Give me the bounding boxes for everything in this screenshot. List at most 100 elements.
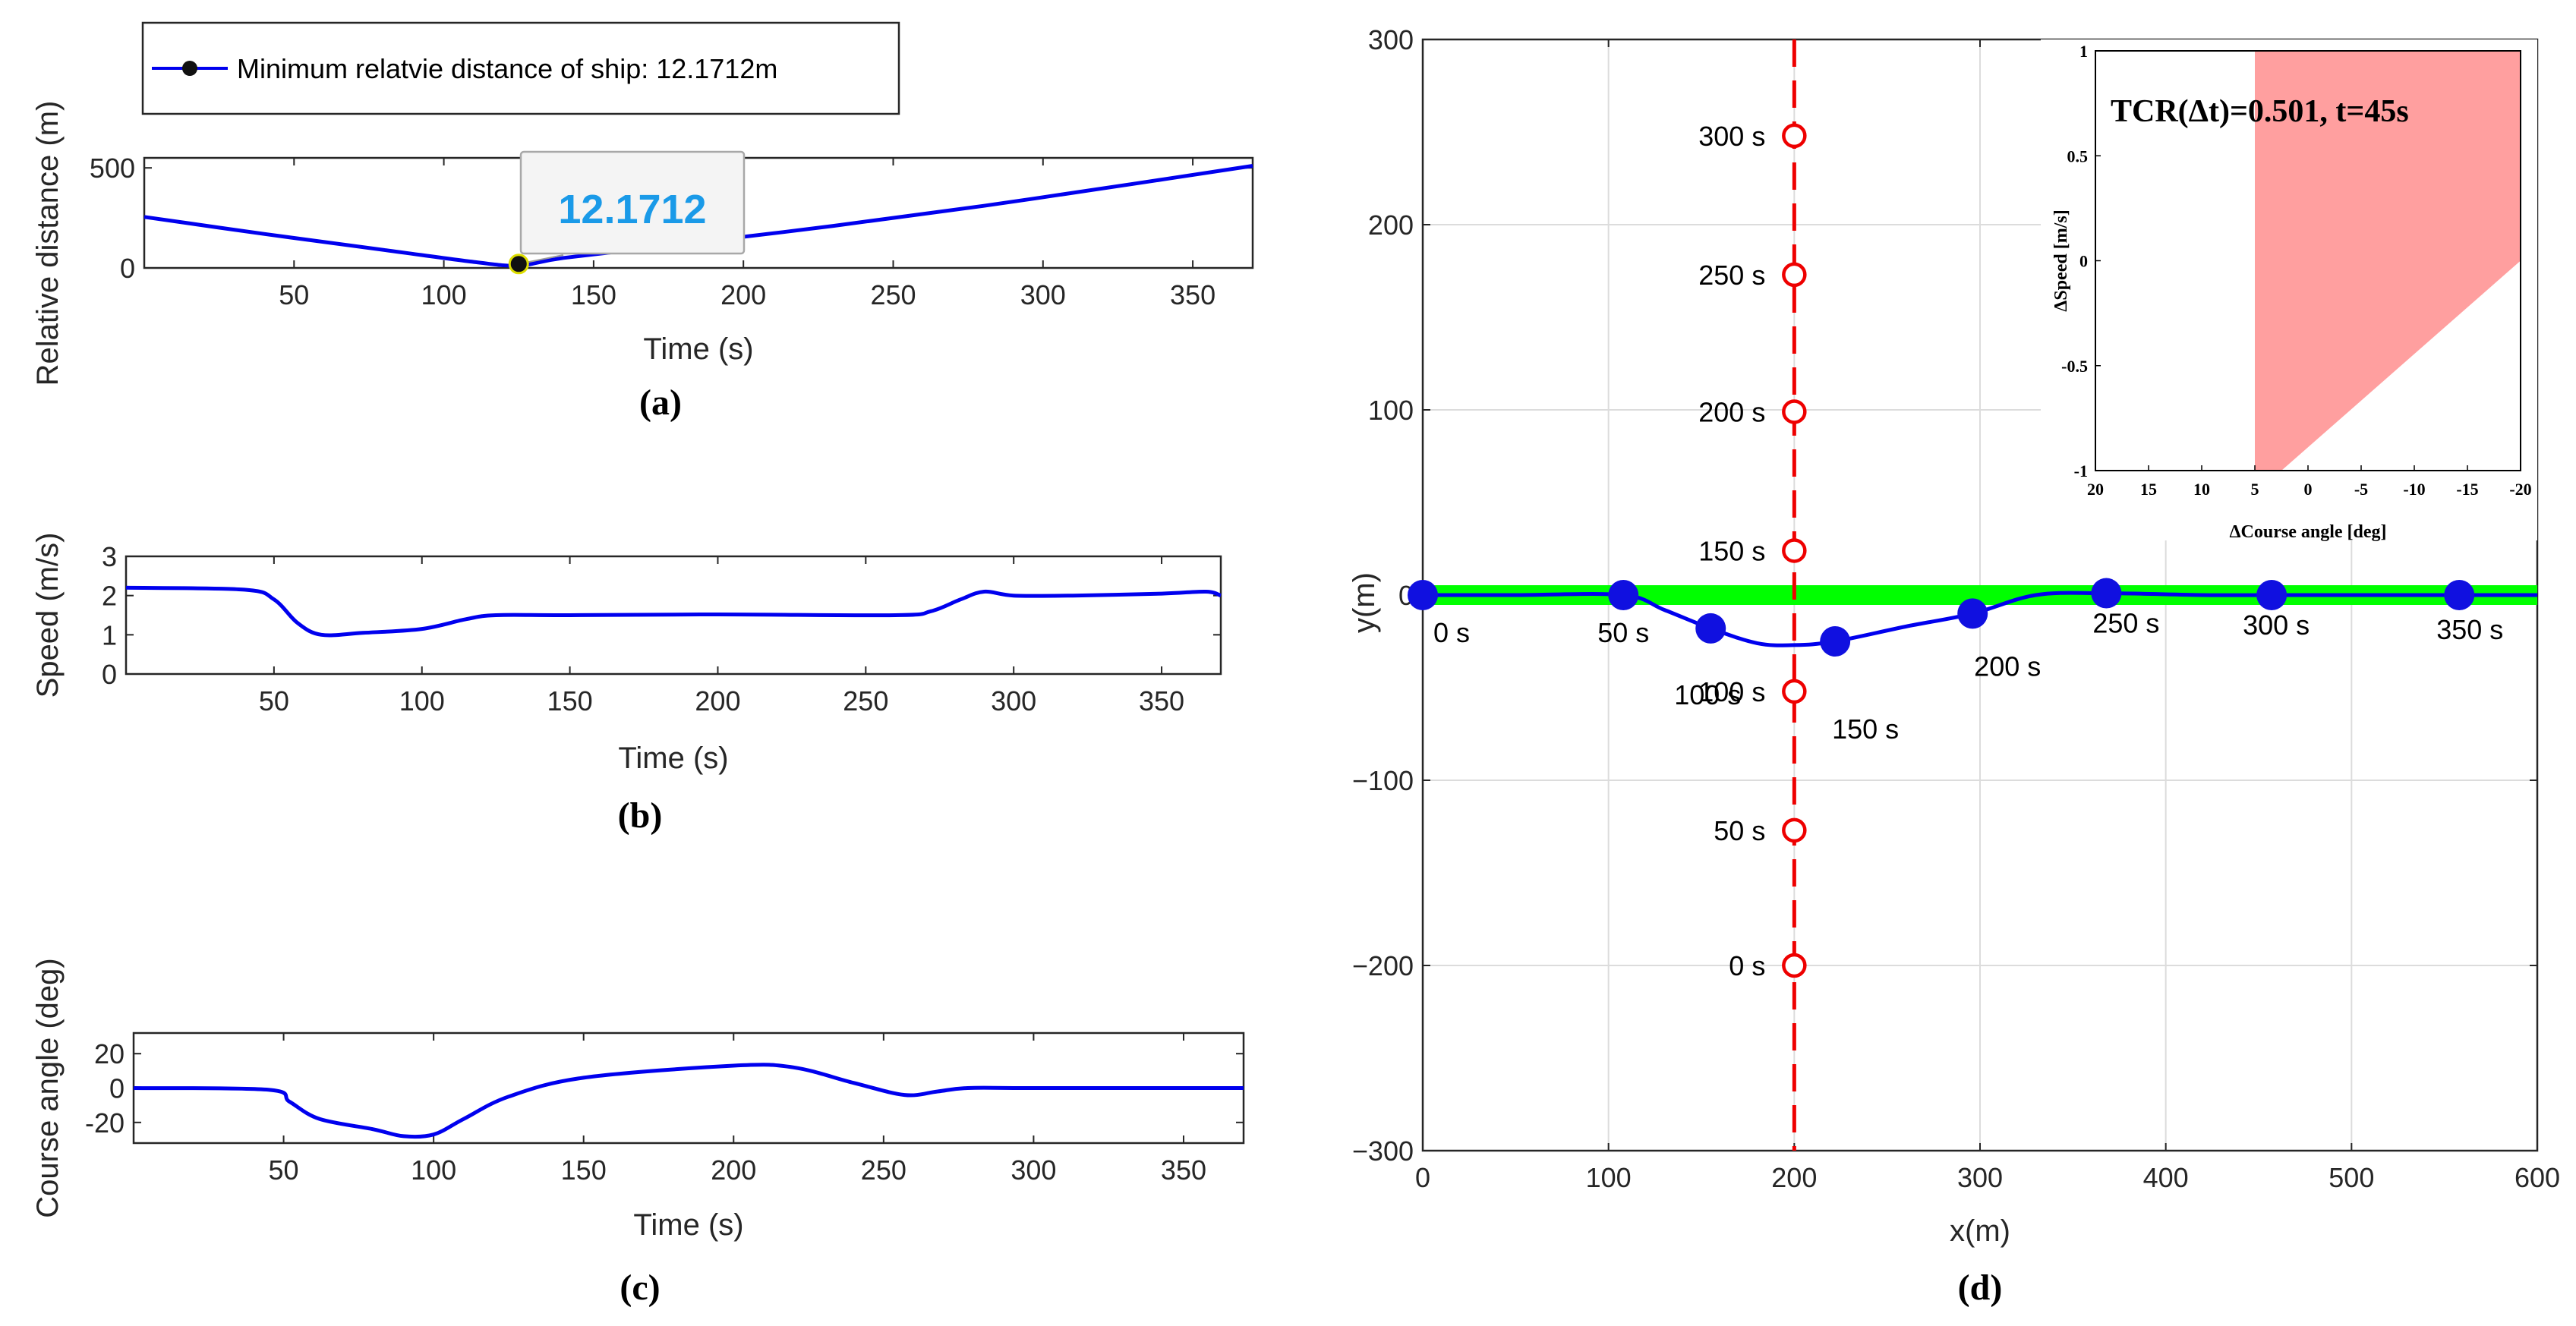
datatip-marker — [508, 254, 529, 275]
target-ship-marker — [1782, 123, 1807, 149]
inset-y-tick-label: 0.5 — [2067, 146, 2089, 165]
y-tick-label: −200 — [1352, 950, 1414, 981]
datatip-box — [519, 150, 746, 255]
y-axis-label: y(m) — [1348, 572, 1381, 633]
y-tick-label: 200 — [1368, 209, 1414, 241]
caption-d: (d) — [1958, 1268, 2003, 1308]
panel-c: 50 100 150 200 250 300 350 -200 20 Time (s) Course… — [31, 958, 1245, 1308]
target-ship-marker — [1782, 262, 1807, 288]
target-ship-time-label: 50 s — [1714, 815, 1765, 846]
x-axis-label: Time (s) — [618, 742, 728, 775]
y-tick-label: -20 — [85, 1107, 125, 1139]
inset-x-tick-label: 0 — [2304, 480, 2313, 499]
x-tick-label: 150 — [571, 279, 616, 310]
x-tick-label: 100 — [399, 685, 445, 717]
target-ship-marker — [1782, 953, 1807, 978]
legend-marker-swatch — [182, 61, 197, 76]
x-tick-label: 350 — [1139, 685, 1184, 717]
own-ship-marker — [1408, 580, 1438, 610]
own-ship-marker — [1608, 580, 1639, 610]
y-tick-label: 300 — [1368, 24, 1414, 55]
caption-b: (b) — [618, 795, 663, 836]
x-tick-label: 300 — [1957, 1162, 2003, 1193]
inset-y-tick-label: -0.5 — [2061, 357, 2088, 376]
inset-x-tick-label: -5 — [2354, 480, 2368, 499]
inset-x-tick-label: 5 — [2251, 480, 2259, 499]
y-tick-label: 100 — [1368, 395, 1414, 426]
y-tick-label: 0 — [120, 253, 135, 284]
target-ship-time-label: 200 s — [1698, 396, 1765, 427]
own-ship-trajectory — [1423, 591, 2537, 647]
target-ship-time-label: 150 s — [1698, 535, 1765, 566]
x-tick-label: 50 — [259, 685, 289, 717]
x-tick-label: 250 — [843, 685, 888, 717]
y-tick-label: 0 — [109, 1073, 125, 1104]
series-line-course-angle — [133, 1063, 1244, 1139]
target-ship-marker — [1782, 817, 1807, 843]
own-ship-marker — [2444, 580, 2475, 610]
inset-x-tick-label: 15 — [2140, 480, 2157, 499]
x-tick-label: 600 — [2515, 1162, 2560, 1193]
x-tick-label: 0 — [1415, 1162, 1430, 1193]
y-tick-label: −100 — [1352, 765, 1414, 796]
y-tick-label: 20 — [94, 1038, 125, 1069]
inset-y-axis-label: ΔSpeed [m/s] — [2051, 209, 2071, 311]
inset-x-tick-label: -10 — [2403, 480, 2425, 499]
own-ship-time-label: 300 s — [2243, 609, 2310, 641]
caption-a: (a) — [639, 383, 682, 423]
x-tick-label: 50 — [279, 279, 309, 310]
target-ship-time-label: 100 s — [1698, 676, 1765, 707]
own-ship-marker — [1820, 626, 1851, 657]
panel-b: 50 100 150 200 250 300 350 0 1 2 3 Time (s) Speed (m… — [31, 533, 1222, 836]
legend-label: Minimum relatvie distance of ship: 12.17… — [237, 53, 777, 84]
panel-a: 50 100 150 200 250 300 350 0 500 Time (s) Relative… — [31, 21, 1254, 423]
y-tick-label: 500 — [90, 153, 135, 184]
own-ship-marker — [1957, 598, 1988, 629]
x-tick-label: 350 — [1161, 1154, 1206, 1186]
target-ship-time-label: 250 s — [1698, 260, 1765, 291]
x-tick-label: 400 — [2143, 1162, 2189, 1193]
own-ship-time-label: 150 s — [1832, 713, 1899, 745]
series-line-speed — [125, 585, 1222, 638]
x-tick-label: 250 — [870, 279, 916, 310]
y-tick-label: 1 — [102, 619, 117, 650]
x-tick-label: 350 — [1170, 279, 1215, 310]
inset-x-tick-label: 20 — [2087, 480, 2104, 499]
target-ship-time-label: 0 s — [1729, 950, 1765, 981]
inset-x-tick-label: -20 — [2509, 480, 2531, 499]
own-ship-time-label: 100 s — [1674, 679, 1741, 710]
x-tick-label: 50 — [269, 1154, 299, 1186]
x-axis-label: Time (s) — [643, 332, 753, 366]
x-tick-label: 300 — [991, 685, 1036, 717]
own-ship-time-label: 0 s — [1433, 617, 1470, 648]
y-tick-label: 0 — [102, 659, 117, 690]
target-ship-marker — [1782, 538, 1807, 563]
feasible-region — [2255, 51, 2521, 471]
legend: Minimum relatvie distance of ship: 12.17… — [141, 21, 900, 115]
own-ship-time-label: 250 s — [2092, 608, 2159, 639]
target-ship-time-label: 300 s — [1698, 121, 1765, 152]
caption-c: (c) — [620, 1268, 660, 1308]
inset-x-axis-label: ΔCourse angle [deg] — [2229, 522, 2386, 542]
x-tick-label: 200 — [695, 685, 740, 717]
y-tick-label: 2 — [102, 581, 117, 612]
x-tick-label: 300 — [1020, 279, 1066, 310]
x-tick-label: 150 — [561, 1154, 607, 1186]
x-tick-label: 200 — [1771, 1162, 1817, 1193]
target-ship-marker — [1782, 399, 1807, 424]
x-tick-label: 100 — [1586, 1162, 1632, 1193]
y-tick-label: 3 — [102, 541, 117, 572]
x-tick-label: 100 — [421, 279, 467, 310]
own-ship-time-label: 50 s — [1597, 617, 1649, 648]
x-tick-label: 100 — [411, 1154, 456, 1186]
plot-frame — [125, 555, 1222, 676]
x-tick-label: 200 — [720, 279, 766, 310]
x-tick-label: 500 — [2328, 1162, 2374, 1193]
panel-d: 0 100 200 300 400 500 600 −300 −200 −100 0 100 200 30… — [1348, 24, 2560, 1308]
x-tick-label: 150 — [547, 685, 593, 717]
y-tick-label: −300 — [1352, 1135, 1414, 1167]
inset-x-tick-label: 10 — [2193, 480, 2210, 499]
y-axis-label: Speed (m/s) — [31, 533, 65, 698]
own-ship-marker — [1695, 613, 1726, 644]
